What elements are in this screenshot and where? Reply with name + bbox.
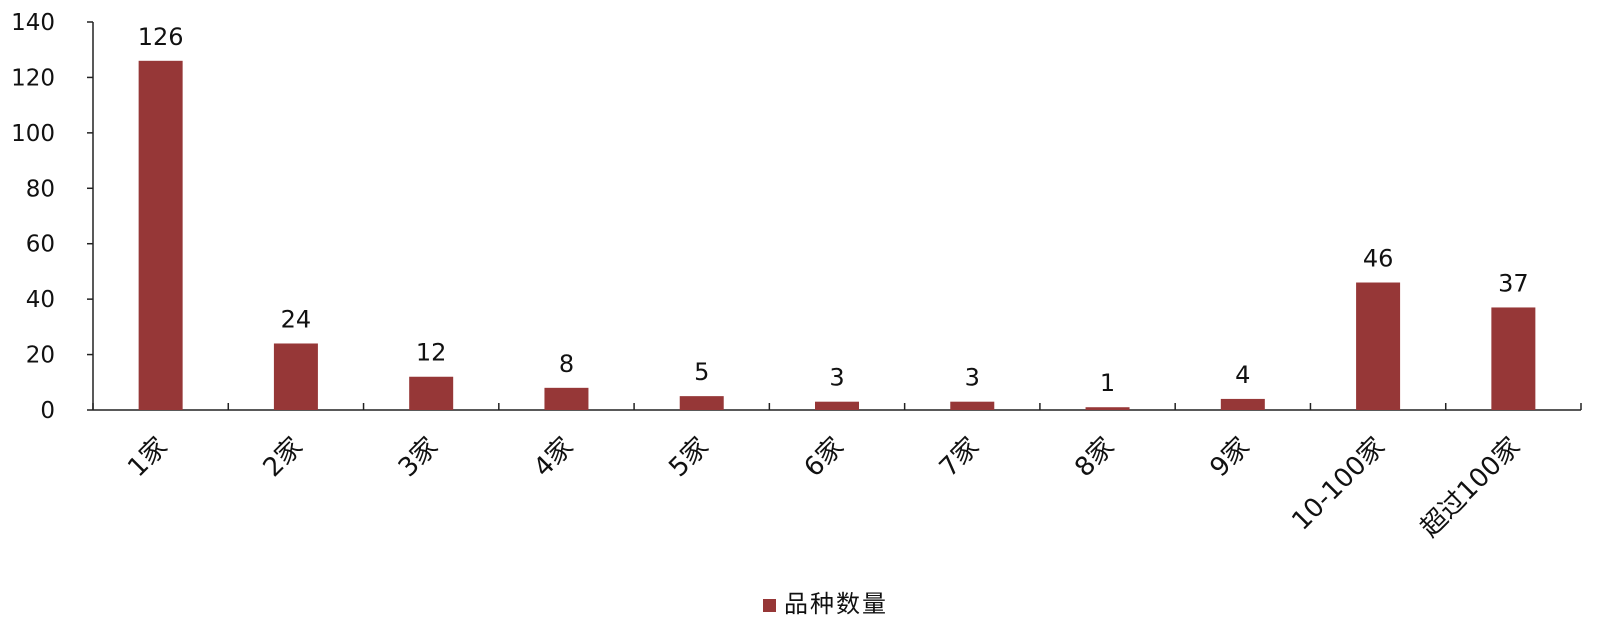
y-tick-label: 0 [40,398,55,424]
y-tick-label: 80 [26,176,55,202]
bar [815,401,859,410]
bar [1085,407,1130,410]
x-tick-label: 1家 [122,432,173,483]
data-label: 37 [1498,269,1529,297]
data-label: 46 [1363,245,1394,273]
data-label: 5 [694,358,709,386]
bar-series [138,60,1536,411]
bar [409,376,454,410]
bar [138,60,183,411]
x-tick-label: 超过100家 [1415,432,1526,543]
bar [950,401,995,410]
y-tick-label: 120 [11,65,55,91]
bar [1491,307,1536,410]
x-tick-label: 7家 [934,432,985,483]
x-tick-label: 6家 [799,432,850,483]
x-tick-label: 9家 [1204,432,1255,483]
x-tick-label: 5家 [663,432,714,483]
legend-label: 品种数量 [784,590,888,618]
y-tick-label: 40 [26,287,55,313]
bar [1220,398,1265,410]
data-label: 24 [281,305,312,333]
data-label: 12 [416,339,447,367]
x-tick-label: 8家 [1069,432,1120,483]
data-label: 8 [559,350,574,378]
x-axis: 1家 2家 3家 4家 5家 6家 7家 8家 9家 10-100家 超过100家 [92,403,1582,543]
y-tick-label: 100 [11,121,55,147]
data-label: 3 [829,364,844,392]
bar [544,387,589,410]
y-tick-label: 20 [26,343,55,369]
data-label: 126 [138,23,184,51]
x-tick-label: 10-100家 [1286,432,1391,537]
bar [273,343,318,410]
legend: 品种数量 [763,590,888,618]
y-axis: 0 20 40 60 80 100 120 140 [11,10,94,424]
legend-swatch [763,599,776,612]
data-label: 4 [1235,361,1250,389]
x-tick-label: 3家 [393,432,444,483]
data-label: 3 [965,364,980,392]
x-tick-label: 2家 [258,432,309,483]
bar [679,396,724,410]
y-tick-label: 140 [11,10,55,36]
y-tick-label: 60 [26,232,55,258]
data-label: 1 [1100,369,1115,397]
data-labels: 126 24 12 8 5 3 3 1 4 46 37 [138,23,1529,397]
bar [1356,282,1401,410]
x-tick-label: 4家 [528,432,579,483]
